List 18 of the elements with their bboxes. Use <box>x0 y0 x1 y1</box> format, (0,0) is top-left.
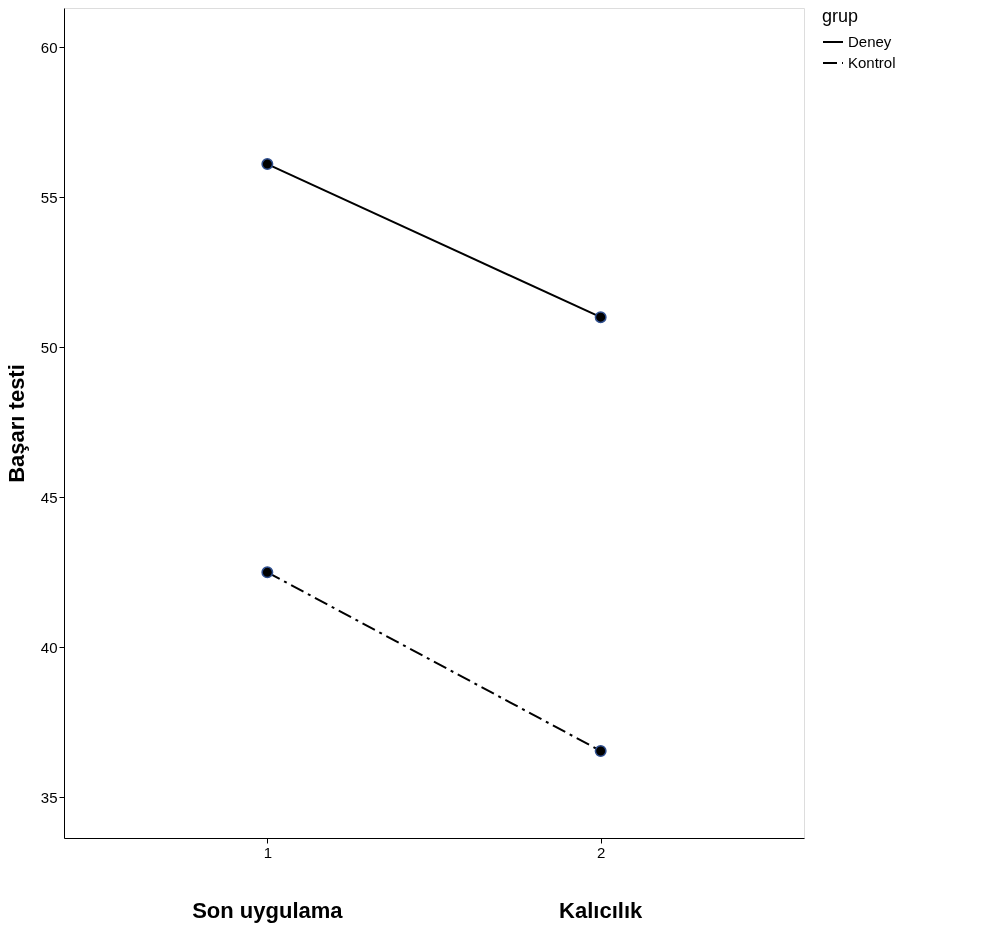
y-tick-label: 40 <box>40 638 58 656</box>
point <box>261 566 274 579</box>
text: Son uygulama <box>192 898 344 923</box>
point <box>261 158 274 171</box>
y-axis-title: Başarı testi <box>3 364 29 483</box>
y-tick-label: 45 <box>40 488 58 506</box>
y-tick-label: 35 <box>40 788 58 806</box>
x-tick-label: 2 <box>596 843 606 861</box>
point <box>594 311 607 324</box>
point <box>594 744 607 757</box>
y-tick-label: 55 <box>40 188 58 206</box>
legend-label: Deney <box>848 33 892 50</box>
legend-title: grup <box>822 6 859 26</box>
legend-label: Kontrol <box>848 54 896 71</box>
y-tick-label: 60 <box>40 38 58 56</box>
text: Kalıcılık <box>559 898 644 923</box>
y-tick-label: 50 <box>40 338 58 356</box>
x-tick-label: 1 <box>263 843 273 861</box>
